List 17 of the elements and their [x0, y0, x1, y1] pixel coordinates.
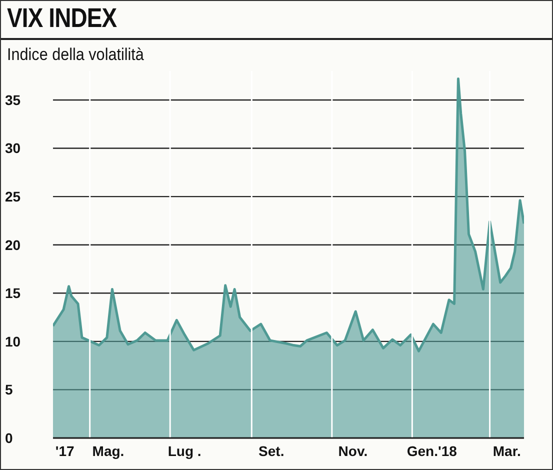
y-tick-label: 35	[5, 92, 21, 108]
y-tick-label: 0	[5, 430, 13, 446]
y-tick-label: 15	[5, 285, 21, 302]
x-tick-label: Gen.'18	[406, 442, 458, 459]
x-tick-label: Lug .	[168, 442, 202, 459]
chart-subtitle: Indice della volatilità	[7, 45, 144, 65]
y-tick-label: 25	[5, 188, 21, 205]
x-tick-label: '17	[55, 442, 75, 459]
chart-title: VIX INDEX	[7, 3, 117, 34]
y-tick-label: 20	[5, 236, 21, 253]
x-tick-label: Mag.	[92, 442, 124, 459]
y-tick-label: 10	[5, 333, 21, 350]
x-tick-label: Mar.	[492, 442, 521, 459]
y-tick-label: 30	[5, 140, 21, 156]
x-tick-label: Set.	[258, 442, 284, 459]
y-tick-label: 5	[5, 382, 13, 398]
x-tick-label: Nov.	[338, 442, 368, 459]
